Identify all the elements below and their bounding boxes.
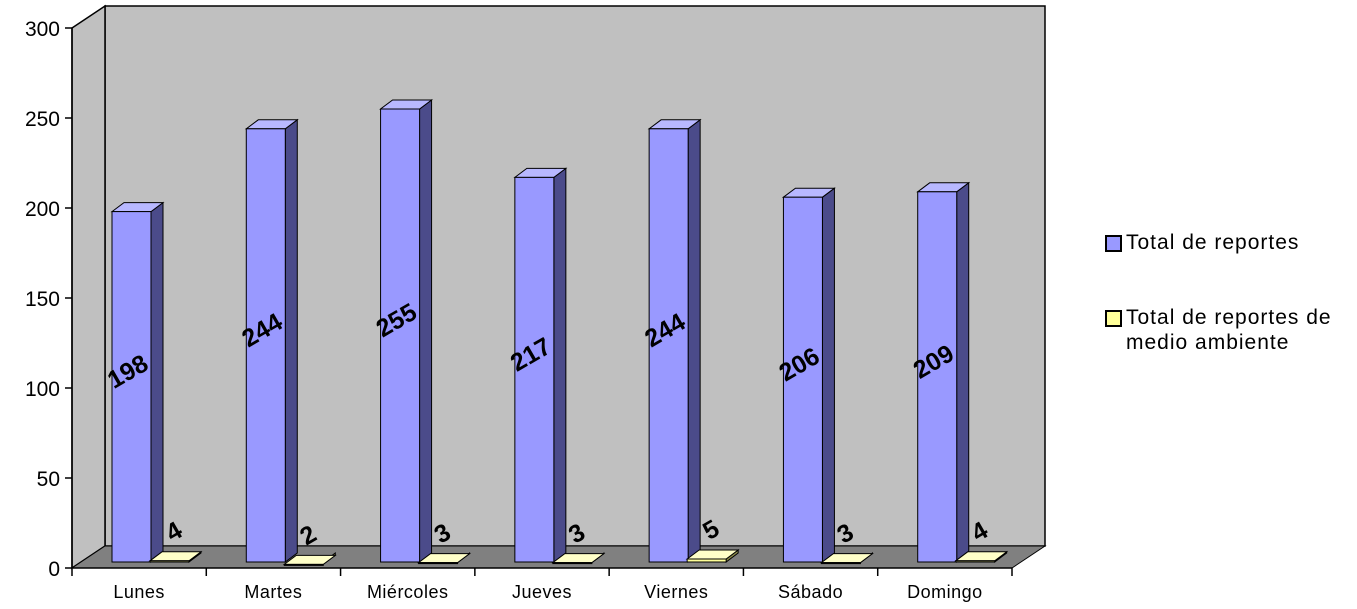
bar-total-Miércoles <box>379 99 434 563</box>
bar-side-face <box>553 167 567 563</box>
bar-front-face <box>418 562 459 565</box>
bar-front-face <box>648 128 689 563</box>
bar-medio-ambiente-Lunes <box>148 550 203 563</box>
bar-side-face <box>150 201 164 563</box>
bar-total-Jueves <box>513 167 568 563</box>
x-category-label: Martes <box>244 582 302 602</box>
legend: Total de reportes Total de reportes de m… <box>1105 230 1350 355</box>
bar-side-face <box>284 118 298 563</box>
legend-swatch-series-1 <box>1105 235 1122 252</box>
y-tick-label: 100 <box>25 378 60 401</box>
bar-medio-ambiente-Miércoles <box>417 552 472 565</box>
y-tick-label: 150 <box>25 288 60 311</box>
x-category-label: Jueves <box>512 582 572 602</box>
bar-side-face <box>956 181 970 563</box>
y-tick-label: 300 <box>25 18 60 41</box>
x-category-label: Viernes <box>644 582 708 602</box>
x-axis: Lunes Martes Miércoles Jueves Viernes Sábado D… <box>71 567 1013 602</box>
legend-swatch-series-2 <box>1105 310 1122 327</box>
bar-total-Martes <box>244 118 299 563</box>
x-category-label: Miércoles <box>367 582 449 602</box>
legend-item-series-1: Total de reportes <box>1105 230 1350 255</box>
bar-medio-ambiente-Martes <box>282 552 337 566</box>
bar-side-face <box>419 99 433 563</box>
x-category-label: Lunes <box>113 582 165 602</box>
bar-total-Viernes <box>647 118 702 563</box>
bar-front-face <box>686 558 727 563</box>
y-tick-label: 50 <box>37 468 60 491</box>
x-category-label: Sábado <box>778 582 843 602</box>
bar-total-Sábado <box>781 187 836 563</box>
bar-front-face <box>552 562 593 565</box>
bar-front-face <box>111 211 152 563</box>
bar-front-face <box>514 176 555 563</box>
bar-medio-ambiente-Jueves <box>551 552 606 565</box>
bar-total-Domingo <box>916 181 971 563</box>
legend-label-series-2: Total de reportes de medio ambiente <box>1126 306 1332 354</box>
bar-front-face <box>245 128 286 563</box>
side-wall <box>71 4 106 570</box>
bar-medio-ambiente-Domingo <box>954 550 1009 563</box>
bar-total-Lunes <box>110 201 165 563</box>
y-tick-label: 0 <box>48 558 60 581</box>
bar-front-face <box>149 560 190 563</box>
bar-side-face <box>687 118 701 563</box>
legend-label-series-1: Total de reportes <box>1126 231 1300 254</box>
bars-layer <box>110 99 1009 566</box>
x-category-label: Domingo <box>907 582 983 602</box>
bar-front-face <box>820 562 861 565</box>
y-axis: 0 50 100 150 200 250 300 <box>25 18 73 581</box>
bar-front-face <box>782 196 823 563</box>
y-tick-label: 250 <box>25 108 60 131</box>
bar-front-face <box>917 191 958 563</box>
bar-front-face <box>283 563 324 566</box>
legend-item-series-2: Total de reportes de medio ambiente <box>1105 305 1350 355</box>
bar-side-face <box>821 187 835 563</box>
bar-medio-ambiente-Sábado <box>819 552 874 565</box>
bar-front-face <box>380 108 421 563</box>
y-tick-label: 200 <box>25 198 60 221</box>
bar-medio-ambiente-Viernes <box>685 549 740 563</box>
bar-front-face <box>955 560 996 563</box>
